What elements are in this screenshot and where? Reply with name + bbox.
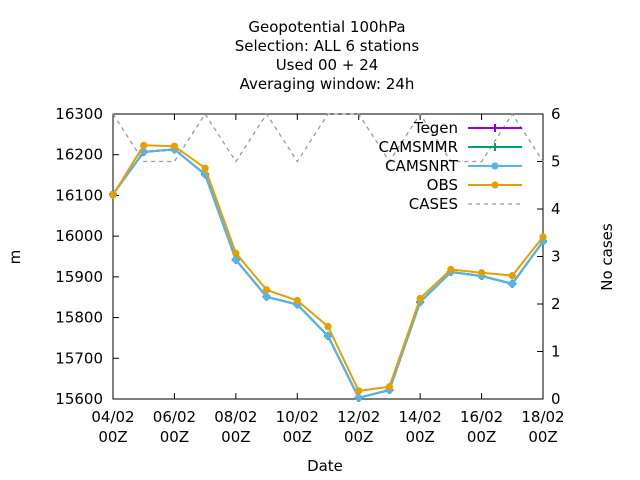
- y2-tick-label: 0: [551, 390, 561, 408]
- legend-marker: [491, 143, 499, 151]
- y-tick-label: 15900: [55, 268, 103, 286]
- legend-label: OBS: [427, 176, 458, 194]
- x-tick-label-hour: 00Z: [283, 428, 312, 446]
- data-point: [232, 256, 240, 264]
- data-point: [262, 286, 271, 294]
- x-tick-label: 14/02: [399, 408, 442, 426]
- data-point: [508, 280, 516, 288]
- title-line: Geopotential 100hPa: [248, 18, 405, 36]
- series-obs: [109, 141, 547, 395]
- y-tick-label: 15700: [55, 349, 103, 367]
- x-tick-label: 16/02: [460, 408, 503, 426]
- data-point: [140, 141, 148, 149]
- data-point: [355, 387, 363, 395]
- series-line: [112, 112, 544, 163]
- axis-ticks: 1560015700158001590016000161001620016300…: [55, 105, 564, 446]
- x-tick-label-hour: 00Z: [98, 428, 127, 446]
- y-axis-label: m: [6, 250, 24, 265]
- y2-tick-label: 2: [551, 295, 561, 313]
- y-tick-label: 15800: [55, 309, 103, 327]
- data-point: [170, 142, 179, 150]
- x-tick-label: 04/02: [91, 408, 134, 426]
- title-line: Selection: ALL 6 stations: [235, 37, 420, 55]
- title-line: Averaging window: 24h: [240, 75, 415, 93]
- y-tick-label: 16300: [55, 105, 103, 123]
- x-tick-label: 10/02: [276, 408, 319, 426]
- x-tick-label-hour: 00Z: [344, 428, 373, 446]
- plot-frame: [112, 113, 544, 400]
- series-line: [112, 144, 544, 392]
- legend-label: CAMSMMR: [378, 138, 458, 156]
- series-cases: [112, 112, 544, 163]
- legend-marker: [491, 124, 499, 132]
- data-point: [232, 249, 240, 257]
- data-point: [201, 164, 209, 172]
- data-point: [447, 265, 455, 274]
- x-axis-label: Date: [307, 457, 343, 475]
- data-point: [293, 296, 301, 305]
- x-tick-label-hour: 00Z: [221, 428, 250, 446]
- y2-tick-label: 5: [551, 153, 561, 171]
- legend-label: CAMSNRT: [385, 157, 459, 175]
- legend-label: CASES: [409, 195, 458, 213]
- data-point: [262, 293, 271, 301]
- series-group: [109, 112, 547, 402]
- legend-marker: [491, 162, 499, 170]
- x-tick-label-hour: 00Z: [467, 428, 496, 446]
- data-point: [324, 332, 332, 340]
- data-point: [477, 269, 486, 277]
- y-tick-label: 16000: [55, 227, 103, 245]
- data-point: [508, 272, 516, 280]
- x-tick-label: 12/02: [337, 408, 380, 426]
- data-point: [416, 294, 424, 303]
- y2-tick-label: 4: [551, 200, 561, 218]
- y-tick-label: 16200: [55, 146, 103, 164]
- x-tick-label-hour: 00Z: [528, 428, 557, 446]
- x-tick-label-hour: 00Z: [405, 428, 434, 446]
- y2-tick-label: 6: [551, 105, 561, 123]
- legend-label: Tegen: [413, 119, 458, 137]
- x-tick-label-hour: 00Z: [160, 428, 189, 446]
- data-point: [109, 191, 117, 199]
- data-point: [324, 322, 332, 331]
- x-tick-label: 18/02: [521, 408, 564, 426]
- legend-marker: [491, 181, 499, 189]
- y2-tick-label: 3: [551, 248, 561, 266]
- y2-axis-label: No cases: [598, 223, 616, 291]
- y-tick-label: 15600: [55, 390, 103, 408]
- title-line: Used 00 + 24: [276, 56, 379, 74]
- y-tick-label: 16100: [55, 186, 103, 204]
- data-point: [385, 383, 394, 391]
- x-tick-label: 08/02: [214, 408, 257, 426]
- data-point: [355, 394, 363, 402]
- data-point: [539, 233, 547, 241]
- y2-tick-label: 1: [551, 343, 561, 361]
- x-tick-label: 06/02: [153, 408, 196, 426]
